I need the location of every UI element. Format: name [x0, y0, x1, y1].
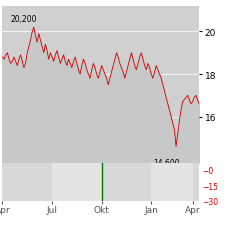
Text: 20,200: 20,200 [11, 15, 37, 24]
Bar [2, 164, 52, 201]
Bar [192, 164, 201, 201]
Bar [52, 164, 102, 201]
Bar [102, 164, 151, 201]
Bar [151, 164, 192, 201]
Text: 14,600: 14,600 [153, 158, 180, 167]
